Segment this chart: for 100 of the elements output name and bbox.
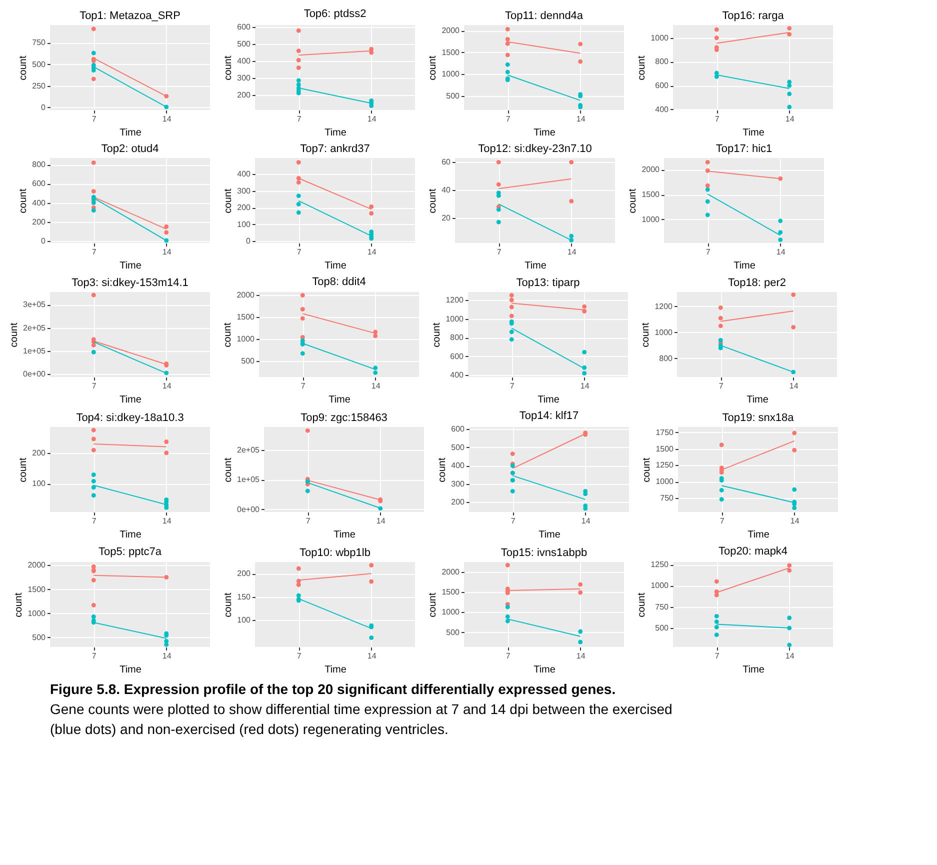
x-tick-label: 14: [162, 516, 172, 526]
x-tick-label: 14: [371, 382, 381, 390]
y-axis-title: count: [223, 188, 234, 214]
x-tick-label: 14: [789, 382, 799, 390]
y-tick-label: 2000: [442, 567, 460, 576]
y-tick-label: 1000: [656, 477, 674, 486]
y-tick-label: 1e+05: [237, 475, 260, 484]
y-tick-label: 600: [655, 81, 670, 90]
x-tick-label: 7: [296, 114, 302, 124]
y-tick-label: 2000: [28, 560, 46, 570]
y-axis-title: count: [9, 322, 20, 348]
chart-title: Top5: pptc7a: [98, 546, 162, 558]
x-tick-label: 14: [776, 248, 786, 256]
y-axis-title: count: [432, 322, 443, 348]
chart-title: Top19: snx18a: [722, 412, 795, 424]
x-axis-title: Time: [538, 394, 560, 406]
x-tick-label: 7: [92, 652, 97, 660]
x-tick-label: 7: [92, 248, 97, 256]
y-tick-label: 600: [237, 22, 252, 32]
y-tick-label: 2000: [442, 26, 460, 36]
y-tick-label: 1000: [650, 33, 670, 42]
y-axis-title: count: [223, 592, 234, 618]
y-tick-label: 200: [237, 569, 252, 578]
x-tick-label: 14: [785, 652, 795, 660]
y-tick-label: 800: [655, 57, 670, 66]
x-tick-label: 7: [92, 114, 97, 124]
y-tick-label: 400: [32, 198, 46, 208]
x-axis-title: Time: [748, 530, 770, 540]
y-tick-label: 1500: [442, 588, 460, 597]
chart-title: Top1: Metazoa_SRP: [80, 10, 180, 22]
y-axis-title: count: [223, 56, 234, 80]
y-tick-label: 500: [451, 442, 466, 452]
chart-title: Top18: per2: [728, 277, 786, 289]
y-tick-label: 1200: [446, 295, 464, 304]
y-tick-label: 500: [32, 632, 46, 642]
chart-title: Top10: wbp1lb: [300, 547, 370, 559]
x-tick-label: 14: [367, 248, 377, 256]
y-axis-title: count: [223, 458, 234, 482]
x-tick-label: 14: [367, 114, 377, 124]
y-axis-title: count: [628, 188, 639, 214]
y-axis-title: count: [437, 458, 448, 482]
x-tick-label: 14: [576, 652, 586, 660]
chart-title: Top11: dennd4a: [504, 10, 584, 22]
x-tick-label: 7: [306, 516, 311, 526]
x-axis-title: Time: [742, 128, 765, 138]
chart-title: Top14: klf17: [519, 410, 579, 422]
x-tick-label: 7: [510, 516, 516, 526]
y-axis-title: count: [428, 592, 439, 618]
y-tick-label: 750: [655, 602, 670, 612]
y-tick-label: 400: [451, 461, 466, 470]
chart-title: Top13: tiparp: [516, 277, 580, 289]
y-tick-label: 400: [237, 170, 252, 179]
y-tick-label: 150: [237, 592, 252, 602]
x-axis-title: Time: [328, 394, 351, 406]
y-tick-label: 200: [237, 203, 252, 212]
y-tick-label: 800: [659, 354, 674, 363]
y-tick-label: 800: [450, 333, 464, 342]
y-tick-label: 2e+05: [23, 323, 46, 332]
y-tick-label: 1500: [442, 48, 460, 57]
y-tick-label: 400: [450, 370, 464, 380]
x-tick-label: 7: [714, 114, 720, 124]
y-tick-label: 200: [237, 90, 252, 100]
x-tick-label: 14: [581, 516, 591, 526]
x-tick-label: 7: [296, 248, 302, 256]
y-tick-label: 1000: [28, 608, 46, 618]
x-axis-title: Time: [746, 394, 769, 406]
x-axis-title: Time: [324, 128, 347, 138]
x-axis-title: Time: [120, 128, 142, 138]
x-tick-label: 7: [506, 114, 511, 124]
x-tick-label: 7: [720, 516, 725, 526]
x-tick-label: 14: [576, 114, 586, 124]
y-tick-label: 1250: [656, 460, 674, 470]
y-tick-label: 1000: [442, 70, 460, 79]
y-tick-label: 300: [237, 73, 252, 82]
y-tick-label: 0: [41, 102, 46, 112]
x-axis-title: Time: [524, 260, 547, 272]
x-tick-label: 14: [162, 652, 172, 660]
y-tick-label: 100: [237, 220, 252, 229]
y-tick-label: 600: [32, 179, 46, 188]
x-tick-label: 7: [92, 516, 97, 526]
x-axis-title: Time: [120, 530, 142, 540]
y-tick-label: 600: [451, 424, 466, 434]
y-axis-title: count: [428, 56, 439, 80]
y-axis-title: count: [636, 56, 648, 80]
x-axis-title: Time: [324, 260, 347, 272]
x-tick-label: 7: [296, 652, 302, 660]
y-axis-title: count: [222, 322, 234, 348]
chart-title: Top12: si:dkey-23n7.10: [478, 143, 592, 155]
x-tick-label: 14: [567, 248, 577, 256]
y-tick-label: 2e+05: [237, 446, 260, 455]
y-tick-label: 500: [446, 628, 460, 637]
y-tick-label: 1000: [654, 328, 674, 337]
y-tick-label: 800: [32, 160, 46, 170]
y-tick-label: 100: [32, 479, 46, 488]
chart-title: Top6: ptdss2: [304, 8, 366, 20]
y-tick-label: 1750: [656, 428, 674, 437]
x-axis-title: Time: [734, 260, 756, 272]
y-tick-label: 60: [442, 158, 452, 167]
y-tick-label: 300: [237, 186, 252, 196]
x-tick-label: 7: [510, 382, 515, 390]
